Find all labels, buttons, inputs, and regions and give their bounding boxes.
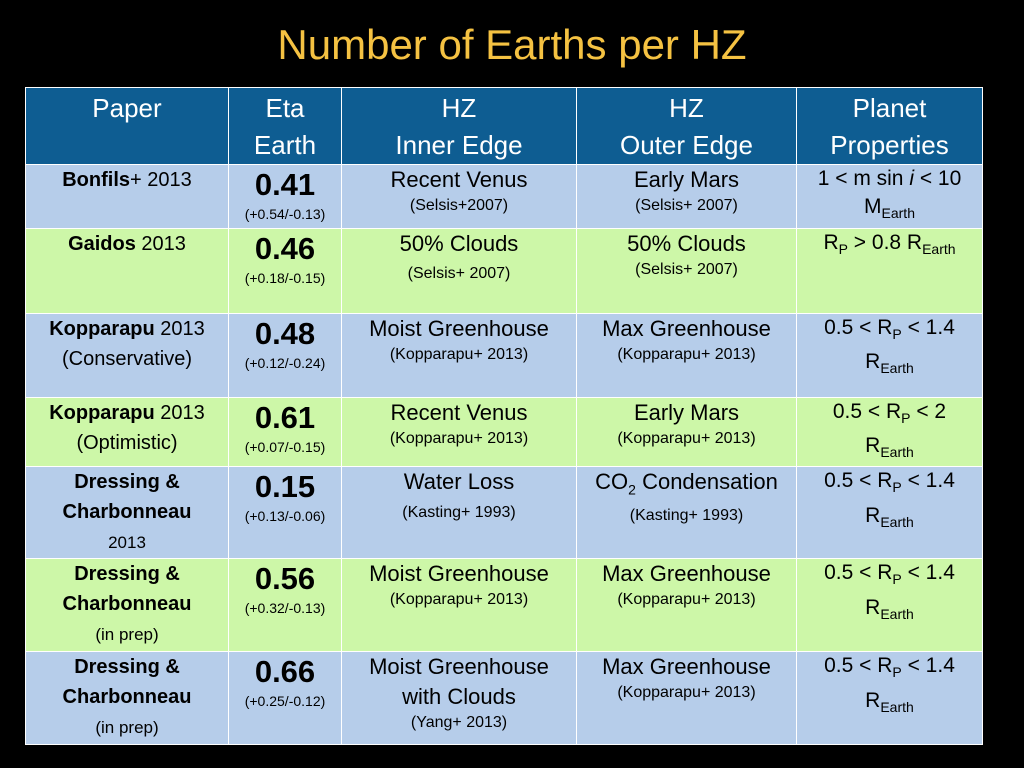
table-row: Gaidos 2013 0.46 (+0.18/-0.15) 50% Clouds… [25,228,983,314]
eta-cell: 0.15 (+0.13/-0.06) [228,466,342,560]
eta-cell: 0.46 (+0.18/-0.15) [228,228,342,314]
inner-edge-cell: Water Loss (Kasting+ 1993) [341,466,577,560]
properties-cell: 0.5 < RP < 1.4 REarth [796,313,983,398]
paper-cell: Bonfils+ 2013 [25,164,229,229]
table-row: Kopparapu 2013 (Conservative) 0.48 (+0.12/… [25,313,983,398]
eta-cell: 0.66 (+0.25/-0.12) [228,651,342,746]
header-eta-earth: Eta Earth [228,87,342,165]
table-row: Kopparapu 2013 (Optimistic) 0.61 (+0.07/-0… [25,396,983,468]
properties-cell: 0.5 < RP < 1.4 REarth [796,558,983,653]
hz-table: Paper Eta Earth HZ Inner Edge HZ Outer Edge… [25,87,983,746]
inner-edge-cell: Recent Venus (Kopparapu+ 2013) [341,396,577,468]
inner-edge-cell: Moist Greenhouse (Kopparapu+ 2013) [341,558,577,653]
table-row: Dressing & Charbonneau (in prep) 0.56 (+0.3… [25,558,983,653]
properties-cell: 0.5 < RP < 1.4 REarth [796,651,983,746]
header-inner-edge: HZ Inner Edge [341,87,577,165]
outer-edge-cell: Max Greenhouse (Kopparapu+ 2013) [576,313,797,398]
eta-cell: 0.48 (+0.12/-0.24) [228,313,342,398]
outer-edge-cell: CO2 Condensation (Kasting+ 1993) [576,466,797,560]
outer-edge-cell: Early Mars (Selsis+ 2007) [576,164,797,229]
table-row: Bonfils+ 2013 0.41 (+0.54/-0.13) Recent V… [25,164,983,229]
table-row: Dressing & Charbonneau (in prep) 0.66 (+0.2… [25,651,983,746]
table-row: Dressing & Charbonneau 2013 0.15 (+0.13/-0.… [25,466,983,560]
properties-cell: 1 < m sin i < 10 MEarth [796,164,983,229]
outer-edge-cell: 50% Clouds (Selsis+ 2007) [576,228,797,314]
inner-edge-cell: Moist Greenhouse with Clouds (Yang+ 2013) [341,651,577,746]
properties-cell: 0.5 < RP < 2 REarth [796,396,983,468]
eta-cell: 0.56 (+0.32/-0.13) [228,558,342,653]
outer-edge-cell: Max Greenhouse (Kopparapu+ 2013) [576,651,797,746]
inner-edge-cell: 50% Clouds (Selsis+ 2007) [341,228,577,314]
outer-edge-cell: Max Greenhouse (Kopparapu+ 2013) [576,558,797,653]
paper-cell: Dressing & Charbonneau (in prep) [25,651,229,746]
properties-cell: 0.5 < RP < 1.4 REarth [796,466,983,560]
header-paper: Paper [25,87,229,165]
header-row: Paper Eta Earth HZ Inner Edge HZ Outer Edge… [25,87,983,165]
paper-cell: Dressing & Charbonneau 2013 [25,466,229,560]
eta-cell: 0.41 (+0.54/-0.13) [228,164,342,229]
inner-edge-cell: Recent Venus (Selsis+2007) [341,164,577,229]
header-outer-edge: HZ Outer Edge [576,87,797,165]
eta-cell: 0.61 (+0.07/-0.15) [228,396,342,468]
slide-title: Number of Earths per HZ [277,21,747,68]
paper-cell: Kopparapu 2013 (Optimistic) [25,396,229,468]
inner-edge-cell: Moist Greenhouse (Kopparapu+ 2013) [341,313,577,398]
paper-cell: Gaidos 2013 [25,228,229,314]
paper-cell: Kopparapu 2013 (Conservative) [25,313,229,398]
paper-cell: Dressing & Charbonneau (in prep) [25,558,229,653]
properties-cell: RP > 0.8 REarth [796,228,983,314]
outer-edge-cell: Early Mars (Kopparapu+ 2013) [576,396,797,468]
header-planet-properties: Planet Properties [796,87,983,165]
